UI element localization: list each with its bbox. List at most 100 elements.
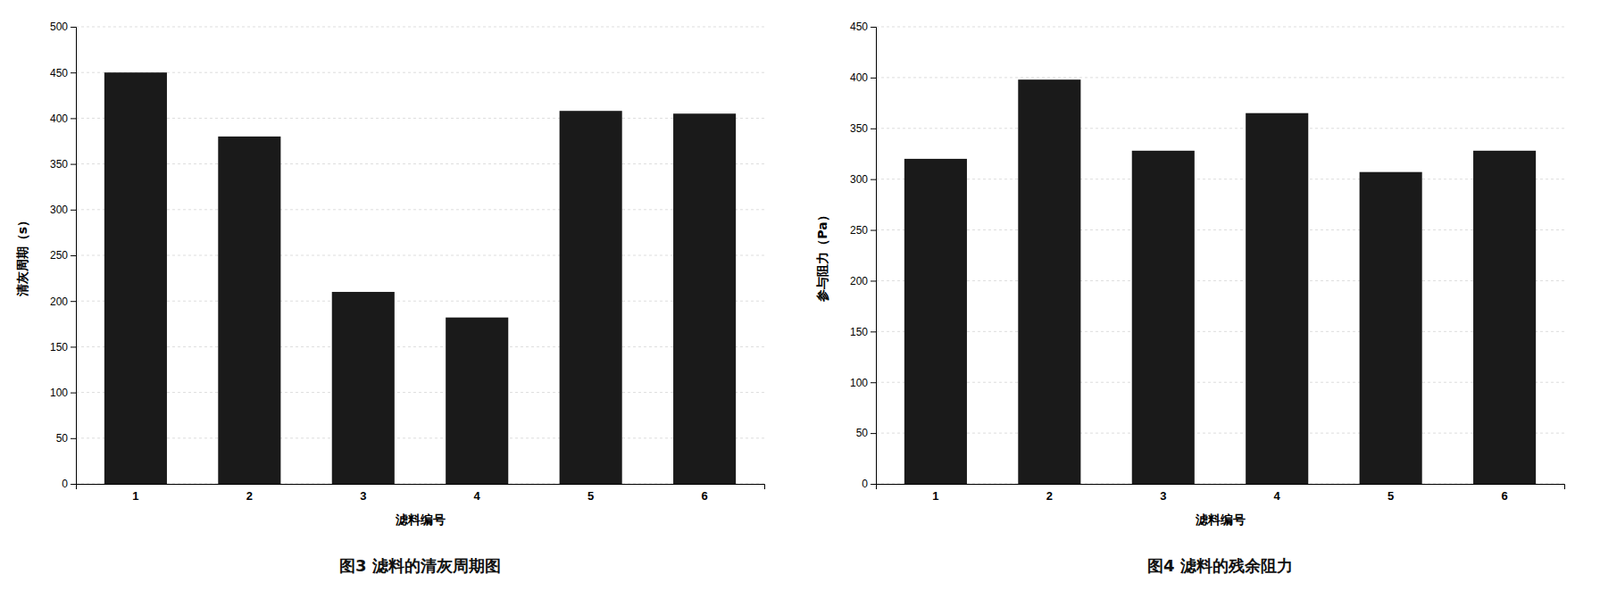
tick: 350 bbox=[50, 158, 76, 171]
tick-mark bbox=[870, 280, 876, 282]
axis-line bbox=[76, 484, 766, 491]
grid-line bbox=[875, 382, 1565, 384]
tick: 250 bbox=[50, 249, 76, 262]
tick-mark bbox=[70, 392, 76, 394]
bar bbox=[1017, 79, 1081, 484]
tick-label: 1 bbox=[932, 489, 939, 503]
tick: 2 bbox=[1046, 489, 1053, 503]
tick-mark bbox=[870, 331, 876, 333]
tick-label: 350 bbox=[850, 122, 868, 135]
grid-line bbox=[875, 26, 1565, 28]
tick-mark bbox=[870, 77, 876, 79]
tick-label: 300 bbox=[850, 173, 868, 186]
axis-line bbox=[70, 27, 77, 485]
tick: 0 bbox=[861, 477, 876, 491]
x-axis: 1 2 3 4 5 6 bbox=[876, 484, 1566, 504]
tick-mark bbox=[70, 72, 76, 74]
tick-label: 2 bbox=[246, 489, 253, 503]
grid-line bbox=[875, 76, 1565, 78]
tick-label: 500 bbox=[50, 20, 68, 34]
chart-title: 图3 滤料的清灰周期图 bbox=[339, 556, 501, 575]
chart-panel: 050100150200250300350400450123456滤料编号参与阻… bbox=[815, 20, 1566, 575]
tick: 5 bbox=[587, 489, 594, 503]
tick-mark bbox=[70, 209, 76, 211]
bar bbox=[1473, 150, 1536, 484]
tick-mark bbox=[70, 117, 76, 119]
bar bbox=[1132, 150, 1195, 484]
tick: 200 bbox=[50, 295, 76, 309]
grid-line bbox=[75, 391, 765, 393]
grid-line bbox=[75, 163, 765, 165]
bar bbox=[104, 72, 167, 484]
tick: 300 bbox=[850, 173, 876, 186]
bar bbox=[673, 113, 736, 484]
tick: 6 bbox=[1500, 489, 1508, 503]
tick: 450 bbox=[850, 20, 876, 34]
tick: 150 bbox=[850, 325, 876, 339]
tick: 4 bbox=[474, 489, 482, 503]
grid-line bbox=[75, 72, 765, 74]
tick-label: 200 bbox=[50, 295, 68, 309]
tick-label: 3 bbox=[1159, 489, 1167, 503]
tick-label: 450 bbox=[50, 66, 68, 80]
tick-label: 200 bbox=[850, 275, 868, 288]
tick-label: 450 bbox=[850, 20, 868, 34]
grid-line bbox=[75, 255, 765, 257]
y-axis-title: 参与阻力（Pa） bbox=[815, 208, 830, 302]
y-axis: 050100150200250300350400450 bbox=[850, 20, 877, 491]
tick-mark bbox=[870, 230, 876, 232]
tick-mark bbox=[70, 483, 76, 485]
tick-mark bbox=[70, 438, 76, 440]
tick-mark bbox=[70, 26, 76, 28]
tick: 250 bbox=[850, 224, 876, 237]
tick: 150 bbox=[50, 341, 76, 354]
tick: 500 bbox=[50, 20, 76, 34]
tick: 3 bbox=[359, 489, 367, 503]
tick-label: 350 bbox=[50, 158, 68, 171]
grid bbox=[875, 26, 1565, 484]
tick-label: 6 bbox=[700, 489, 708, 503]
tick: 2 bbox=[246, 489, 253, 503]
tick-label: 3 bbox=[359, 489, 367, 503]
tick-label: 150 bbox=[50, 341, 68, 354]
x-axis: 1 2 3 4 5 6 bbox=[76, 484, 766, 504]
tick-label: 400 bbox=[50, 112, 68, 125]
grid-line bbox=[875, 433, 1565, 434]
tick: 350 bbox=[850, 122, 876, 135]
tick-label: 4 bbox=[1274, 489, 1282, 503]
tick: 300 bbox=[50, 203, 76, 217]
tick-label: 5 bbox=[587, 489, 594, 503]
tick: 4 bbox=[1274, 489, 1282, 503]
tick-label: 250 bbox=[50, 249, 68, 262]
tick: 50 bbox=[856, 426, 876, 440]
grid-line bbox=[75, 208, 765, 210]
grid-line bbox=[75, 346, 765, 348]
tick: 1 bbox=[132, 489, 139, 503]
grid-line bbox=[875, 331, 1565, 333]
plot-area: 050100150200250300350400450123456 bbox=[850, 20, 1566, 503]
y-axis-title: 清灰周期（s） bbox=[15, 214, 30, 298]
tick: 100 bbox=[850, 376, 876, 390]
bar bbox=[559, 110, 623, 484]
bar bbox=[1359, 172, 1423, 484]
axis-line bbox=[876, 484, 1566, 491]
tick-mark bbox=[870, 179, 876, 181]
tick-label: 2 bbox=[1046, 489, 1053, 503]
tick-label: 1 bbox=[132, 489, 139, 503]
tick: 50 bbox=[56, 432, 76, 445]
tick-mark bbox=[870, 26, 876, 28]
y-axis: 0 50 100 150 200 250 300 350 400 450 500 bbox=[50, 20, 77, 491]
tick-label: 5 bbox=[1387, 489, 1394, 503]
x-axis-title: 滤料编号 bbox=[1194, 512, 1246, 527]
tick-label: 0 bbox=[61, 477, 68, 491]
tick: 200 bbox=[850, 275, 876, 288]
chart-title: 图4 滤料的残余阻力 bbox=[1147, 556, 1293, 575]
tick-label: 6 bbox=[1500, 489, 1508, 503]
grid-line bbox=[75, 26, 765, 28]
tick-label: 100 bbox=[50, 386, 68, 400]
tick-mark bbox=[70, 300, 76, 302]
tick-label: 50 bbox=[856, 426, 869, 440]
tick-label: 300 bbox=[50, 203, 68, 217]
grid-line bbox=[75, 437, 765, 439]
tick: 100 bbox=[50, 386, 76, 400]
